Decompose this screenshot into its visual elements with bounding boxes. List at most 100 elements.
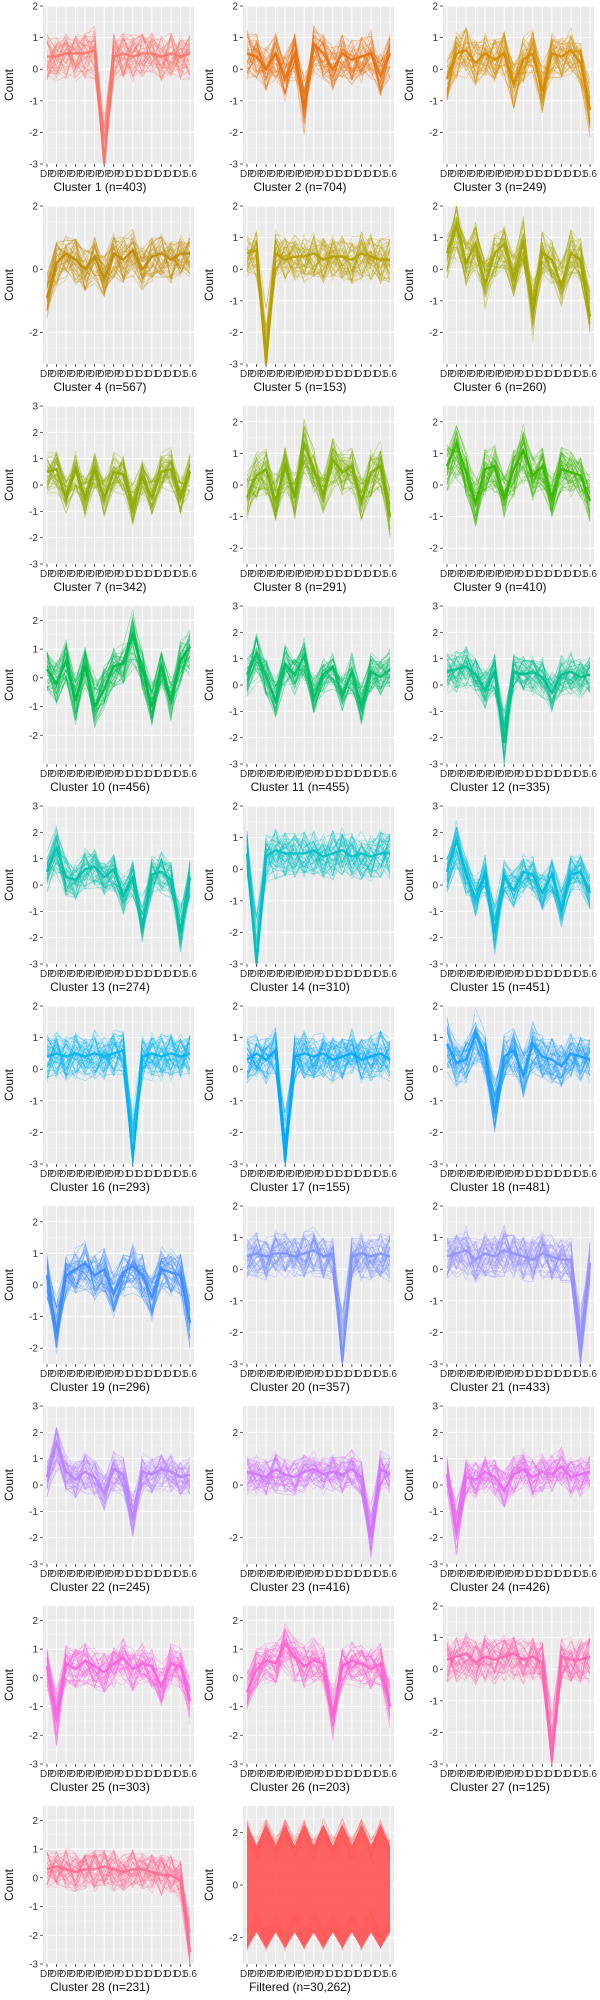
series-line (46, 35, 191, 138)
y-tick-label: -1 (229, 512, 238, 523)
y-tick-label: 1 (32, 454, 38, 465)
y-tick-label: 3 (232, 602, 238, 613)
x-tick-label: D1 (526, 369, 539, 380)
series-group (246, 228, 391, 364)
x-tick-label: DP (297, 1169, 311, 1180)
x-tick-label: DP (88, 369, 102, 380)
y-tick-label: 0 (232, 481, 238, 492)
x-tick-label: DP (507, 769, 521, 780)
x-tick-label: DP (259, 1169, 273, 1180)
series-line (446, 645, 591, 759)
series-line (246, 1239, 391, 1351)
series-line (446, 1234, 591, 1364)
y-tick-label: -3 (429, 1560, 438, 1571)
series-line (446, 1641, 591, 1735)
x-tick-label: DP (78, 169, 92, 180)
series-line (46, 1253, 191, 1346)
series-line (46, 237, 191, 308)
y-tick-label: 2 (232, 1202, 238, 1213)
series-line (446, 1638, 591, 1750)
series-line (246, 1034, 391, 1144)
x-tick-label: DP (488, 1769, 502, 1780)
series-line (46, 1037, 191, 1134)
x-tick-label: D1 (326, 1769, 339, 1780)
series-line (246, 450, 391, 509)
x-tick-label: DP (259, 1569, 273, 1580)
x-tick-label: D1 (574, 569, 587, 580)
series-line (46, 833, 191, 949)
series-line (246, 834, 391, 964)
y-tick-label: -1 (429, 1096, 438, 1107)
x-tick-label: D1 (374, 1969, 387, 1980)
series-line (246, 1634, 391, 1689)
x-tick-label: DP (459, 369, 473, 380)
series-line (46, 1035, 191, 1134)
x-tick-label: D1 (317, 569, 330, 580)
series-line (46, 460, 191, 514)
y-tick-label: 3 (32, 402, 38, 413)
x-tick-label: DP (469, 969, 483, 980)
x-tick-label: D1 (536, 169, 549, 180)
x-tick-label: DP (478, 969, 492, 980)
series-line (246, 1234, 391, 1361)
series-line (46, 1644, 191, 1735)
series-line (246, 35, 391, 113)
series-line (46, 241, 191, 284)
series-line (246, 24, 391, 124)
x-tick-label: DP (288, 969, 302, 980)
series-line (46, 453, 191, 512)
series-line (246, 459, 391, 519)
y-axis-label: Count (2, 1468, 16, 1501)
series-line (246, 1455, 391, 1547)
x-tick-label: DP (69, 969, 83, 980)
x-tick-label: D1 (555, 1169, 568, 1180)
series-line (246, 1031, 391, 1152)
y-tick-label: 1 (232, 1645, 238, 1656)
x-tick-label: D1 (365, 1169, 378, 1180)
series-line (46, 1433, 191, 1517)
x-tick-label: D1 (526, 1569, 539, 1580)
x-tick-label: D1 (545, 369, 558, 380)
y-tick-label: -3 (29, 160, 38, 171)
x-tick-label: DP (450, 769, 464, 780)
x-tick-label: DP (40, 1169, 54, 1180)
series-line (46, 35, 191, 130)
x-tick-label: DP (288, 169, 302, 180)
series-line (446, 1039, 591, 1093)
series-line (446, 215, 591, 330)
series-line (246, 1032, 391, 1161)
series-line (246, 1458, 391, 1518)
series-line (446, 838, 591, 935)
y-tick-label: -1 (229, 707, 238, 718)
series-line (46, 862, 191, 911)
series-line (46, 35, 191, 164)
y-tick-label: -2 (229, 544, 238, 555)
series-line (246, 1633, 391, 1738)
x-tick-label: DP (507, 1569, 521, 1580)
series-line (46, 1250, 191, 1349)
series-line (446, 658, 591, 739)
y-tick-label: 2 (432, 2, 438, 13)
y-tick-label: 0 (32, 265, 38, 276)
series-line (246, 1629, 391, 1719)
series-line (46, 655, 191, 713)
series-line (446, 1237, 591, 1341)
y-tick-label: 2 (432, 1202, 438, 1213)
y-tick-label: 2 (32, 1217, 38, 1228)
x-tick-label: DP (107, 1169, 121, 1180)
panel-title: Cluster 24 (n=426) (450, 1580, 550, 1594)
series-line (446, 1230, 591, 1339)
series-centroid-line (445, 220, 592, 317)
y-tick-label: 3 (432, 602, 438, 613)
cluster-line-plot: -2-1012DPDPDPDPDPDPDPDPD1D1D1D1D1D1D15.6… (2, 1205, 197, 1380)
series-line (46, 849, 191, 943)
series-line (446, 1020, 591, 1095)
x-tick-label: DP (450, 1569, 464, 1580)
series-line (46, 1252, 191, 1348)
y-tick-label: 1 (432, 1633, 438, 1644)
series-line (446, 229, 591, 314)
y-tick-label: -3 (229, 1760, 238, 1771)
series-line (246, 1038, 391, 1146)
series-line (446, 40, 591, 100)
series-centroid-line (46, 1048, 191, 1158)
